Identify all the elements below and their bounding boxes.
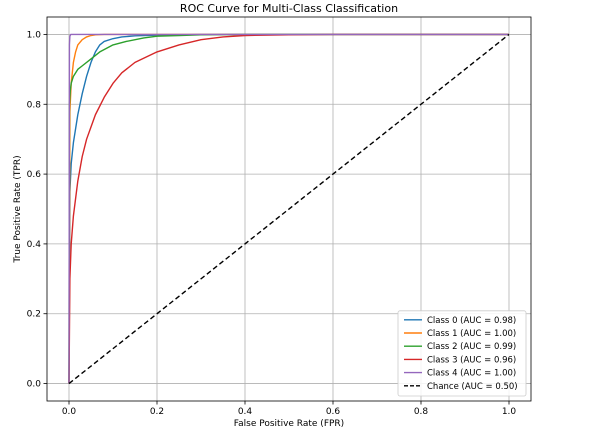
y-tick-label: 0.0 — [27, 380, 42, 390]
series-line-4 — [68, 33, 509, 384]
plot-frame — [46, 16, 532, 402]
x-axis-label: False Positive Rate (FPR) — [234, 419, 344, 429]
legend: Class 0 (AUC = 0.98) Class 1 (AUC = 1.00)… — [397, 310, 527, 397]
y-tick-label: 1.0 — [27, 30, 42, 40]
y-axis-label: True Positive Rate (TPR) — [13, 155, 23, 263]
legend-entry-1: Class 1 (AUC = 1.00) — [427, 329, 516, 339]
y-tick-label: 0.2 — [27, 310, 41, 320]
y-tick-label: 0.4 — [27, 240, 42, 250]
legend-entry-4: Class 4 (AUC = 1.00) — [427, 369, 516, 379]
x-tick-label: 0.6 — [326, 407, 341, 417]
axis-ticks: 0.0 0.2 0.4 0.6 0.8 1.0 0.0 0.2 0.4 0.6 0.8 1.0 — [27, 30, 517, 417]
legend-box — [397, 310, 527, 397]
y-tick-label: 0.8 — [27, 100, 42, 110]
legend-entry-5: Chance (AUC = 0.50) — [427, 382, 518, 392]
x-tick-label: 0.8 — [414, 407, 429, 417]
series-lines — [68, 33, 510, 385]
legend-entry-3: Class 3 (AUC = 0.96) — [427, 355, 516, 365]
grid — [47, 17, 531, 401]
series-line-5 — [68, 33, 510, 385]
series-line-3 — [68, 33, 509, 384]
legend-entry-0: Class 0 (AUC = 0.98) — [427, 316, 516, 326]
x-tick-label: 0.0 — [62, 407, 77, 417]
x-tick-label: 0.4 — [238, 407, 253, 417]
legend-entry-2: Class 2 (AUC = 0.99) — [427, 342, 516, 352]
chart-title: ROC Curve for Multi-Class Classification — [180, 2, 398, 15]
x-tick-label: 1.0 — [502, 407, 517, 417]
y-tick-label: 0.6 — [27, 170, 42, 180]
x-tick-label: 0.2 — [150, 407, 164, 417]
